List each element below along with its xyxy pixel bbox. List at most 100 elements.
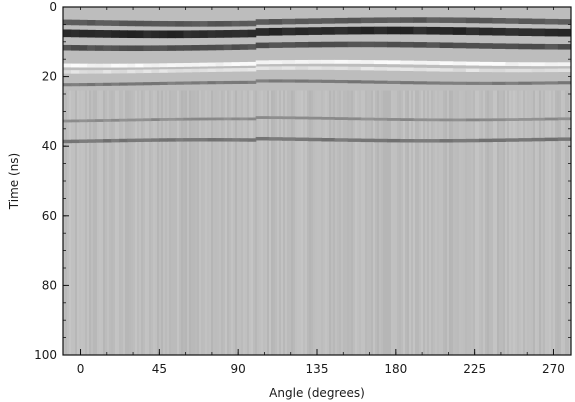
noise-column bbox=[517, 90, 519, 355]
reflection-band bbox=[295, 137, 309, 142]
noise-column bbox=[91, 90, 93, 355]
noise-column bbox=[183, 90, 185, 355]
noise-column bbox=[205, 90, 207, 355]
reflection-band bbox=[308, 27, 322, 35]
y-tick-label: 80 bbox=[42, 278, 57, 292]
reflection-band bbox=[111, 45, 120, 51]
reflection-band bbox=[79, 139, 88, 143]
reflection-band bbox=[63, 139, 72, 144]
noise-column bbox=[417, 90, 419, 355]
noise-column bbox=[231, 90, 233, 355]
reflection-band bbox=[239, 62, 249, 66]
noise-column bbox=[515, 90, 517, 355]
noise-column bbox=[505, 90, 507, 355]
noise-column bbox=[321, 90, 323, 355]
reflection-band bbox=[321, 66, 336, 70]
reflection-band bbox=[135, 69, 144, 74]
noise-column bbox=[95, 90, 97, 355]
reflection-band bbox=[175, 138, 185, 142]
reflection-band bbox=[223, 138, 233, 142]
noise-column bbox=[79, 90, 81, 355]
noise-column bbox=[323, 90, 325, 355]
reflection-band bbox=[95, 139, 104, 143]
reflection-band bbox=[268, 60, 283, 65]
reflection-band bbox=[223, 117, 233, 121]
noise-column bbox=[473, 90, 475, 355]
noise-column bbox=[493, 90, 495, 355]
noise-column bbox=[297, 90, 299, 355]
noise-column bbox=[305, 90, 307, 355]
reflection-band bbox=[505, 43, 520, 50]
noise-column bbox=[429, 90, 431, 355]
reflection-band bbox=[215, 68, 225, 72]
noise-column bbox=[69, 90, 71, 355]
reflection-band bbox=[308, 18, 322, 24]
noise-column bbox=[267, 90, 269, 355]
noise-column bbox=[221, 90, 223, 355]
reflection-band bbox=[544, 18, 559, 25]
reflection-band bbox=[199, 138, 209, 142]
noise-column bbox=[263, 90, 265, 355]
reflection-band bbox=[127, 118, 136, 122]
y-tick-label: 100 bbox=[34, 348, 57, 362]
reflection-band bbox=[426, 17, 441, 23]
reflection-band bbox=[531, 68, 546, 73]
reflection-band bbox=[135, 30, 144, 39]
reflection-band bbox=[321, 18, 336, 24]
reflection-band bbox=[111, 118, 120, 122]
reflection-band bbox=[63, 44, 72, 51]
noise-column bbox=[421, 90, 423, 355]
noise-column bbox=[89, 90, 91, 355]
reflection-band bbox=[295, 27, 309, 36]
noise-column bbox=[345, 90, 347, 355]
x-tick-label: 225 bbox=[463, 362, 486, 376]
reflection-band bbox=[426, 26, 441, 35]
noise-column bbox=[283, 90, 285, 355]
reflection-band bbox=[360, 117, 375, 121]
reflection-band bbox=[281, 66, 296, 70]
reflection-band bbox=[71, 83, 80, 87]
reflection-band bbox=[347, 117, 362, 121]
noise-column bbox=[121, 90, 123, 355]
reflection-band bbox=[159, 81, 168, 85]
reflection-band bbox=[439, 81, 454, 85]
reflection-band bbox=[247, 61, 257, 66]
reflection-band bbox=[239, 80, 249, 84]
noise-column bbox=[219, 90, 221, 355]
noise-column bbox=[365, 90, 367, 355]
noise-column bbox=[155, 90, 157, 355]
reflection-band bbox=[387, 41, 401, 48]
reflection-band bbox=[347, 80, 362, 84]
reflection-band bbox=[95, 29, 104, 38]
reflection-band bbox=[151, 45, 160, 51]
reflection-band bbox=[191, 138, 201, 142]
reflection-band bbox=[544, 43, 559, 50]
noise-column bbox=[395, 90, 397, 355]
reflection-band bbox=[119, 30, 128, 38]
noise-column bbox=[157, 90, 159, 355]
reflection-band bbox=[159, 45, 168, 51]
noise-column bbox=[549, 90, 551, 355]
reflection-band bbox=[281, 137, 296, 141]
noise-column bbox=[253, 90, 255, 355]
reflection-band bbox=[79, 63, 88, 68]
noise-column bbox=[147, 90, 149, 355]
reflection-band bbox=[151, 138, 160, 142]
reflection-band bbox=[400, 26, 414, 35]
noise-column bbox=[445, 90, 447, 355]
reflection-band bbox=[63, 29, 72, 38]
reflection-band bbox=[223, 44, 233, 51]
reflection-band bbox=[247, 117, 257, 121]
y-tick-label: 20 bbox=[42, 70, 57, 84]
reflection-band bbox=[531, 81, 546, 85]
reflection-band bbox=[239, 138, 249, 142]
reflection-band bbox=[223, 30, 233, 38]
noise-column bbox=[81, 90, 83, 355]
noise-column bbox=[451, 90, 453, 355]
noise-column bbox=[179, 90, 181, 355]
noise-column bbox=[563, 90, 565, 355]
noise-column bbox=[243, 90, 245, 355]
reflection-band bbox=[175, 81, 185, 85]
reflection-band bbox=[159, 30, 168, 39]
reflection-band bbox=[452, 81, 467, 85]
